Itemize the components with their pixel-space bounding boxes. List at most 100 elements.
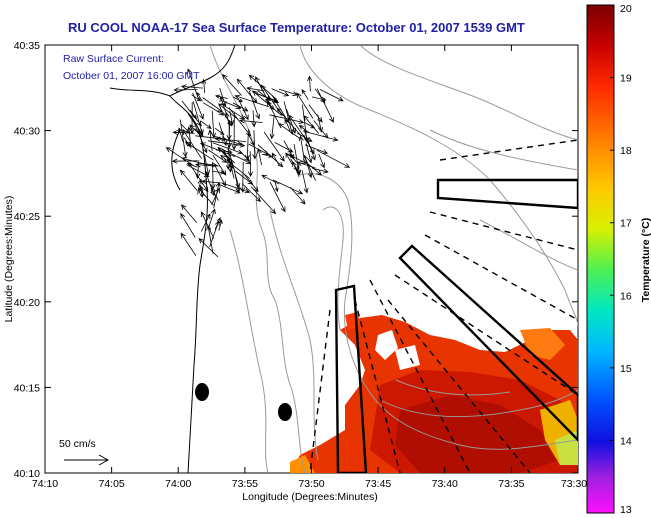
current-vector: [236, 78, 252, 97]
current-vector: [305, 144, 329, 154]
current-vector: [201, 78, 207, 94]
current-vector: [199, 185, 205, 197]
current-vector: [224, 111, 231, 129]
colorbar-tick-label: 13: [620, 504, 632, 516]
current-vector: [256, 148, 262, 166]
current-vector: [263, 131, 285, 162]
current-vector: [200, 120, 212, 129]
current-vector: [302, 104, 310, 144]
current-vector: [262, 153, 273, 158]
current-vector: [192, 92, 204, 120]
current-vector: [189, 124, 202, 136]
scale-arrow-label: 50 cm/s: [59, 438, 96, 450]
transect-boxes: [334, 178, 578, 473]
y-tick-label: 40:20: [14, 297, 40, 309]
x-tick-label: 73:35: [498, 478, 524, 490]
current-vector: [173, 87, 198, 93]
x-tick-label: 74:00: [165, 478, 191, 490]
current-vector: [234, 94, 270, 108]
current-vector: [210, 187, 219, 201]
current-vector: [312, 167, 329, 174]
current-vector: [186, 126, 192, 149]
current-vector: [214, 136, 247, 142]
current-vector: [228, 107, 251, 137]
current-vector: [269, 181, 286, 213]
current-vector: [319, 89, 344, 102]
colorbar-tick-label: 16: [620, 290, 632, 302]
current-vector: [244, 174, 259, 193]
current-vector: [217, 183, 241, 194]
current-vector: [307, 75, 313, 92]
current-vector: [305, 143, 313, 164]
current-vector: [289, 153, 298, 163]
current-vector: [179, 119, 188, 158]
current-vector: [303, 159, 323, 176]
current-vector: [201, 179, 221, 185]
current-vector: [202, 97, 224, 113]
current-vector: [197, 178, 203, 195]
current-vector: [220, 149, 233, 165]
current-vector: [246, 86, 265, 92]
current-vector: [271, 95, 290, 124]
colorbar-tick-label: 18: [620, 145, 632, 157]
station-marker: [195, 383, 209, 401]
current-vector: [311, 96, 327, 102]
current-vector: [316, 88, 334, 123]
current-vector: [172, 130, 195, 136]
colorbar-tick-label: 14: [620, 435, 632, 447]
current-vector: [180, 213, 196, 238]
y-tick-label: 40:35: [14, 40, 40, 52]
y-tick-label: 40:15: [14, 382, 40, 394]
current-vector: [165, 147, 195, 167]
sst-field: [290, 312, 578, 473]
y-tick-label: 40:10: [14, 468, 40, 480]
current-vector: [251, 110, 257, 128]
current-vector: [314, 88, 326, 104]
x-tick-label: 74:05: [98, 478, 124, 490]
current-vector: [203, 102, 225, 116]
current-vector: [186, 164, 210, 177]
current-vector: [189, 109, 197, 120]
current-vector: [276, 107, 302, 137]
current-vector: [238, 99, 249, 121]
current-vector: [285, 152, 293, 165]
current-vector: [198, 238, 219, 258]
current-vector: [205, 171, 215, 197]
current-vector: [204, 155, 210, 176]
current-vector: [195, 160, 201, 180]
current-vector: [298, 135, 305, 157]
station-marker: [278, 403, 292, 421]
current-vector: [298, 124, 310, 134]
current-vector: [257, 90, 271, 101]
current-vector: [218, 219, 223, 231]
current-vector: [296, 92, 314, 119]
current-vector: [218, 122, 228, 147]
current-vector: [208, 149, 228, 163]
current-vector: [241, 183, 262, 202]
current-vector: [271, 88, 290, 97]
current-vector: [207, 129, 213, 151]
colorbar-tick-label: 20: [620, 3, 632, 15]
current-vector: [180, 232, 197, 256]
current-vector: [200, 213, 211, 232]
chart-title: RU COOL NOAA-17 Sea Surface Temperature:…: [68, 20, 525, 35]
current-vector: [221, 182, 251, 194]
current-vector: [293, 144, 302, 176]
colorbar-label: Temperature (°C): [640, 218, 651, 303]
current-vector: [308, 104, 323, 123]
current-vector: [302, 130, 339, 142]
current-vector: [269, 116, 275, 140]
x-tick-label: 73:45: [365, 478, 391, 490]
current-vector: [239, 118, 263, 124]
current-vector: [289, 186, 306, 205]
current-vector: [248, 90, 261, 120]
x-tick-label: 73:40: [432, 478, 458, 490]
scale-arrow: [64, 454, 110, 466]
current-vector: [214, 217, 221, 230]
coastline: [109, 45, 236, 473]
current-vector: [274, 180, 279, 193]
surface-current-vectors: [165, 68, 351, 258]
current-vector: [213, 181, 221, 209]
current-vector: [215, 149, 233, 155]
